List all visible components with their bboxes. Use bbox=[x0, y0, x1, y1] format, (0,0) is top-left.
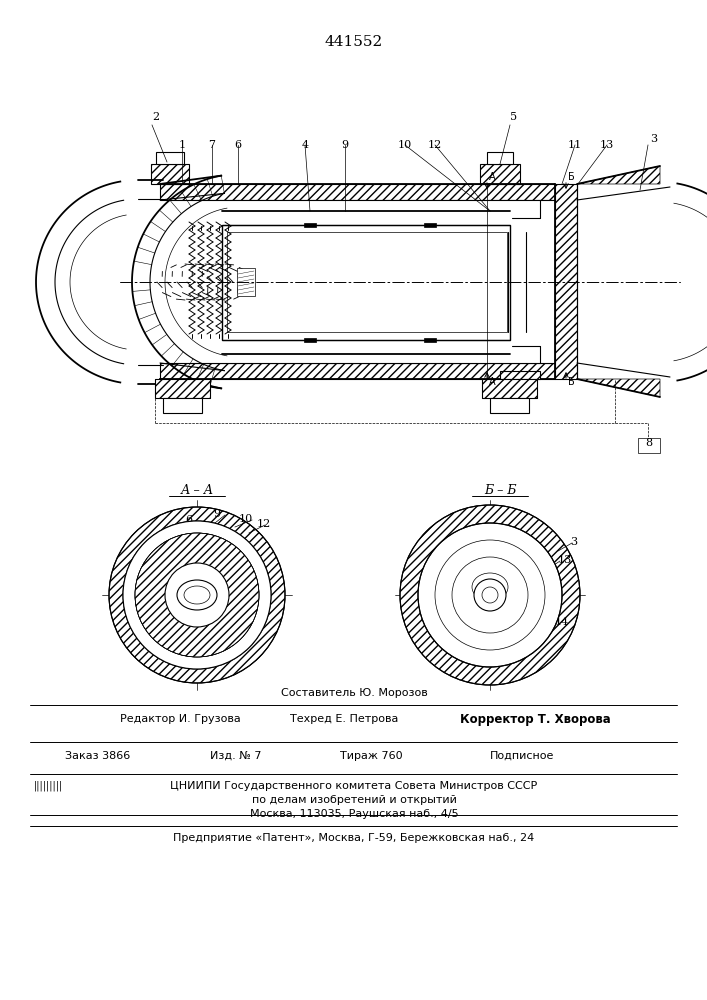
Polygon shape bbox=[155, 379, 210, 398]
Text: Подписное: Подписное bbox=[490, 751, 554, 761]
Ellipse shape bbox=[472, 573, 508, 601]
Text: 13: 13 bbox=[600, 140, 614, 150]
Polygon shape bbox=[160, 200, 555, 363]
Text: А: А bbox=[489, 377, 496, 387]
Bar bbox=[555, 184, 577, 379]
Text: 3: 3 bbox=[570, 537, 577, 547]
Circle shape bbox=[435, 540, 545, 650]
Polygon shape bbox=[490, 398, 529, 413]
Circle shape bbox=[135, 533, 259, 657]
Text: Техред Е. Петрова: Техред Е. Петрова bbox=[290, 714, 398, 724]
Bar bbox=[222, 340, 510, 354]
Bar bbox=[160, 363, 555, 379]
Polygon shape bbox=[500, 371, 540, 379]
Bar bbox=[522, 379, 537, 398]
Text: Москва, 113035, Раушская наб., 4/5: Москва, 113035, Раушская наб., 4/5 bbox=[250, 809, 458, 819]
Text: Предприятие «Патент», Москва, Г-59, Бережковская наб., 24: Предприятие «Патент», Москва, Г-59, Бере… bbox=[173, 833, 534, 843]
Text: 2: 2 bbox=[152, 112, 159, 122]
Text: по делам изобретений и открытий: по делам изобретений и открытий bbox=[252, 795, 457, 805]
Circle shape bbox=[109, 507, 285, 683]
Text: Составитель Ю. Морозов: Составитель Ю. Морозов bbox=[281, 688, 427, 698]
Polygon shape bbox=[424, 223, 436, 227]
Text: А: А bbox=[489, 172, 496, 182]
Text: Корректор Т. Хворова: Корректор Т. Хворова bbox=[460, 712, 611, 726]
Text: Редактор И. Грузова: Редактор И. Грузова bbox=[120, 714, 241, 724]
Polygon shape bbox=[424, 338, 436, 342]
Bar bbox=[160, 184, 555, 200]
Circle shape bbox=[474, 579, 506, 611]
Text: 7: 7 bbox=[209, 140, 216, 150]
Text: 9: 9 bbox=[213, 509, 220, 519]
Circle shape bbox=[165, 563, 229, 627]
Text: 14: 14 bbox=[555, 617, 569, 627]
Polygon shape bbox=[482, 379, 537, 398]
Text: 11: 11 bbox=[568, 140, 582, 150]
Bar bbox=[508, 232, 526, 332]
Text: 6: 6 bbox=[235, 140, 242, 150]
Text: Тираж 760: Тираж 760 bbox=[340, 751, 402, 761]
Text: 8: 8 bbox=[645, 438, 652, 448]
Text: Заказ 3866: Заказ 3866 bbox=[65, 751, 130, 761]
Text: ЦНИИПИ Государственного комитета Совета Министров СССР: ЦНИИПИ Государственного комитета Совета … bbox=[170, 781, 537, 791]
Ellipse shape bbox=[184, 586, 210, 604]
Text: 10: 10 bbox=[398, 140, 412, 150]
Text: 13: 13 bbox=[558, 555, 572, 565]
Text: Б: Б bbox=[568, 377, 575, 387]
Bar bbox=[487, 152, 513, 164]
Circle shape bbox=[400, 505, 580, 685]
Polygon shape bbox=[163, 398, 202, 413]
Bar bbox=[155, 379, 170, 398]
Text: Б: Б bbox=[568, 172, 575, 182]
Bar bbox=[151, 164, 189, 184]
Circle shape bbox=[482, 587, 498, 603]
Text: 4: 4 bbox=[179, 532, 186, 542]
Text: 3: 3 bbox=[650, 134, 657, 144]
Circle shape bbox=[123, 521, 271, 669]
Circle shape bbox=[452, 557, 528, 633]
Polygon shape bbox=[237, 268, 255, 296]
Text: 441552: 441552 bbox=[325, 35, 383, 49]
Text: 15: 15 bbox=[548, 575, 562, 585]
Polygon shape bbox=[577, 166, 660, 184]
Polygon shape bbox=[577, 379, 660, 397]
Polygon shape bbox=[638, 438, 660, 453]
Bar bbox=[156, 152, 184, 164]
Text: |||||||||: ||||||||| bbox=[33, 781, 63, 791]
Text: 12: 12 bbox=[428, 140, 442, 150]
Text: 10: 10 bbox=[239, 514, 253, 524]
Circle shape bbox=[418, 523, 562, 667]
Polygon shape bbox=[227, 232, 507, 332]
Text: А – А: А – А bbox=[180, 484, 214, 496]
Text: Б – Б: Б – Б bbox=[484, 484, 516, 496]
Bar bbox=[482, 379, 497, 398]
Polygon shape bbox=[304, 223, 316, 227]
Text: 1: 1 bbox=[178, 140, 185, 150]
Polygon shape bbox=[222, 225, 510, 340]
Bar bbox=[480, 164, 520, 184]
Circle shape bbox=[135, 533, 259, 657]
Text: 5: 5 bbox=[510, 112, 517, 122]
Ellipse shape bbox=[177, 580, 217, 610]
Text: 12: 12 bbox=[257, 519, 271, 529]
Polygon shape bbox=[304, 338, 316, 342]
Text: 4: 4 bbox=[301, 140, 308, 150]
Text: Изд. № 7: Изд. № 7 bbox=[210, 751, 262, 761]
Text: 6: 6 bbox=[185, 515, 192, 525]
Text: 9: 9 bbox=[341, 140, 349, 150]
Circle shape bbox=[123, 521, 271, 669]
Bar bbox=[222, 211, 510, 225]
Bar bbox=[195, 379, 210, 398]
